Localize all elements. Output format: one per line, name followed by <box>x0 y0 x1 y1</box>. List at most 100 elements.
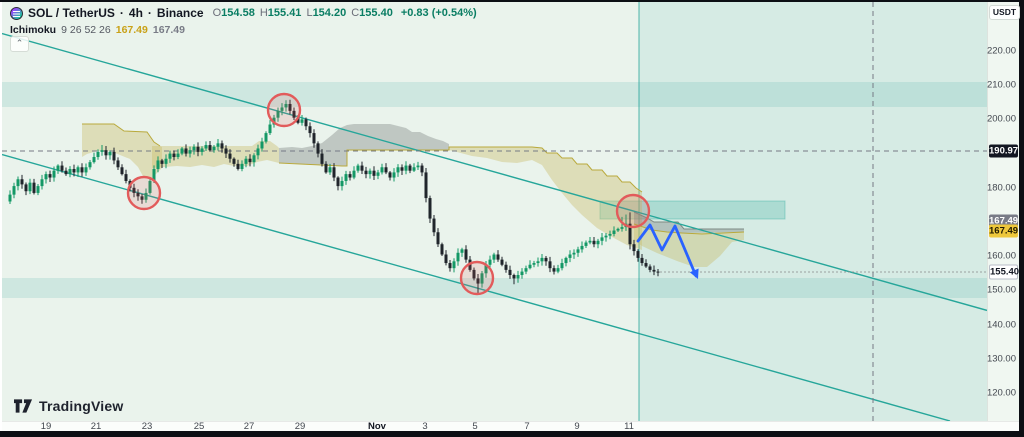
price-axis-label: 160.00 <box>986 250 1016 262</box>
candle-body <box>224 148 228 154</box>
candle-body <box>556 268 560 272</box>
solana-coin-icon <box>10 6 23 20</box>
chart-legend: SOL / TetherUS · 4h · Binance O154.58 H1… <box>10 5 477 36</box>
candle-body <box>176 153 180 158</box>
channel-touch-circle[interactable] <box>459 260 495 296</box>
price-axis-label: 130.00 <box>986 353 1016 365</box>
candle-body <box>632 244 636 252</box>
span-a-value: 167.49 <box>115 23 148 36</box>
candle-body <box>104 150 108 156</box>
time-axis-label: 11 <box>624 421 634 432</box>
candle-body <box>340 180 344 187</box>
candle-body <box>380 167 384 173</box>
channel-touch-circle[interactable] <box>126 175 162 211</box>
trend-channel-line[interactable] <box>2 32 987 312</box>
candle-body <box>40 179 44 187</box>
candle-body <box>8 194 12 202</box>
candle-body <box>316 143 320 154</box>
candle-body <box>12 186 16 195</box>
indicator-params: 9 26 52 26 <box>61 23 111 36</box>
projection-zigzag-arrow[interactable] <box>636 223 698 278</box>
candle-body <box>384 167 388 173</box>
candlestick-chart-canvas[interactable] <box>2 2 987 421</box>
candle-body <box>240 163 244 169</box>
candle-body <box>308 126 312 134</box>
candle-body <box>80 167 84 173</box>
candle-body <box>172 153 176 158</box>
candle-body <box>416 165 420 168</box>
candle-body <box>456 252 460 262</box>
candle-body <box>140 196 144 200</box>
candle-body <box>348 174 352 178</box>
channel-touch-circle[interactable] <box>615 193 651 229</box>
tradingview-watermark[interactable]: TradingView <box>14 398 123 414</box>
candle-body <box>484 264 488 274</box>
candle-body <box>20 179 24 185</box>
time-axis-label: 9 <box>574 421 580 432</box>
candle-body <box>44 174 48 180</box>
candle-body <box>612 230 616 234</box>
candle-body <box>464 249 468 260</box>
candle-body <box>528 264 532 269</box>
candle-body <box>208 145 212 151</box>
price-axis-label: 200.00 <box>986 113 1016 125</box>
candle-body <box>640 257 644 264</box>
candle-body <box>216 143 220 147</box>
interval-label[interactable]: 4h <box>128 6 143 20</box>
candle-body <box>284 104 288 108</box>
candle-body <box>488 259 492 265</box>
exchange-label[interactable]: Binance <box>156 6 204 20</box>
low-key: L <box>306 7 313 19</box>
indicator-legend-row[interactable]: Ichimoku 9 26 52 26 167.49 167.49 <box>10 23 477 36</box>
candle-body <box>652 269 656 272</box>
candle-body <box>296 117 300 123</box>
price-badge-white: 155.40 <box>989 264 1020 280</box>
candle-body <box>60 165 64 171</box>
tradingview-logo-icon <box>14 399 33 413</box>
symbol-title[interactable]: SOL / TetherUS <box>28 6 115 20</box>
candle-body <box>564 257 568 264</box>
price-badge-yellow: 167.49 <box>989 224 1019 238</box>
time-axis[interactable]: 19 21 23 25 27 29 Nov 3 5 7 9 11 <box>2 421 1019 432</box>
candle-body <box>504 264 508 270</box>
symbol-legend-row[interactable]: SOL / TetherUS · 4h · Binance O154.58 H1… <box>10 5 477 21</box>
candle-body <box>628 223 632 245</box>
candle-body <box>520 271 524 276</box>
candle-body <box>328 167 332 173</box>
candle-body <box>84 167 88 173</box>
collapse-pane-button[interactable]: ⌃ <box>10 36 29 52</box>
ichimoku-cloud-gray <box>279 125 347 166</box>
currency-toggle-button[interactable]: USDT <box>989 5 1020 20</box>
candle-body <box>576 249 580 253</box>
candle-body <box>616 228 620 231</box>
candle-body <box>444 254 448 264</box>
close-key: C <box>351 7 360 19</box>
ichimoku-span-line-yellow <box>82 123 161 147</box>
price-axis-label: 210.00 <box>986 79 1016 91</box>
price-axis[interactable]: USDT 220.00 210.00 200.00 180.00 160.00 150.0… <box>986 2 1020 421</box>
candle-body <box>268 124 272 134</box>
candle-body <box>108 151 112 156</box>
price-axis-label: 150.00 <box>986 284 1016 296</box>
candle-body <box>588 240 592 243</box>
candle-body <box>568 254 572 258</box>
low-value: 154.20 <box>312 7 347 19</box>
candle-body <box>540 257 544 262</box>
candle-body <box>584 242 588 246</box>
candle-body <box>548 261 552 269</box>
candle-body <box>244 158 248 164</box>
candle-body <box>228 153 232 159</box>
candle-body <box>604 235 608 238</box>
candle-body <box>164 158 168 164</box>
candle-body <box>372 170 376 176</box>
candle-body <box>112 151 116 161</box>
candle-body <box>532 263 536 265</box>
candle-body <box>656 271 660 273</box>
candle-body <box>276 110 280 118</box>
candle-body <box>36 186 40 193</box>
channel-touch-circle[interactable] <box>266 92 302 128</box>
chart-plot-area[interactable]: SOL / TetherUS · 4h · Binance O154.58 H1… <box>2 2 987 421</box>
indicator-name[interactable]: Ichimoku <box>10 23 57 36</box>
price-badge-gray: 167.49 <box>989 214 1019 228</box>
separator: · <box>147 6 152 20</box>
